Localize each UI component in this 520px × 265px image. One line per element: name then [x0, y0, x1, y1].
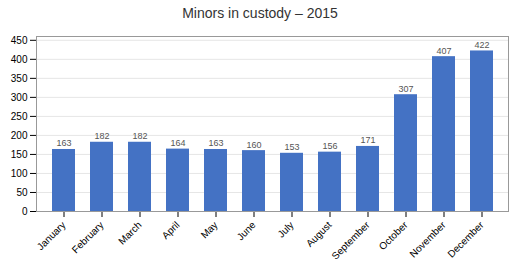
svg-text:300: 300 — [11, 92, 28, 103]
svg-text:November: November — [407, 219, 448, 260]
svg-text:May: May — [199, 219, 220, 240]
svg-text:January: January — [35, 219, 68, 252]
svg-text:163: 163 — [208, 138, 223, 148]
svg-text:164: 164 — [170, 138, 185, 148]
svg-text:160: 160 — [246, 140, 261, 150]
svg-text:400: 400 — [11, 54, 28, 65]
svg-text:February: February — [70, 219, 106, 255]
svg-text:450: 450 — [11, 35, 28, 46]
html-text:Minors in custody – 2015: Minors in custody – 2015 — [182, 5, 338, 21]
svg-text:350: 350 — [11, 73, 28, 84]
svg-text:March: March — [116, 219, 143, 246]
svg-text:163: 163 — [56, 138, 71, 148]
svg-text:407: 407 — [436, 46, 451, 56]
svg-text:182: 182 — [132, 131, 147, 141]
svg-text:182: 182 — [94, 131, 109, 141]
svg-text:200: 200 — [11, 130, 28, 141]
svg-text:April: April — [160, 219, 182, 241]
svg-text:100: 100 — [11, 168, 28, 179]
svg-text:June: June — [235, 219, 258, 242]
svg-text:50: 50 — [16, 187, 28, 198]
svg-text:171: 171 — [360, 135, 375, 145]
svg-text:October: October — [377, 219, 410, 252]
svg-text:July: July — [275, 219, 295, 239]
svg-text:September: September — [329, 219, 372, 262]
svg-text:December: December — [445, 219, 486, 260]
svg-text:0: 0 — [22, 206, 28, 217]
svg-text:150: 150 — [11, 149, 28, 160]
svg-text:307: 307 — [398, 84, 413, 94]
svg-text:250: 250 — [11, 111, 28, 122]
svg-text:153: 153 — [284, 142, 299, 152]
svg-text:August: August — [304, 219, 334, 249]
svg-text:422: 422 — [474, 40, 489, 50]
svg-text:156: 156 — [322, 141, 337, 151]
